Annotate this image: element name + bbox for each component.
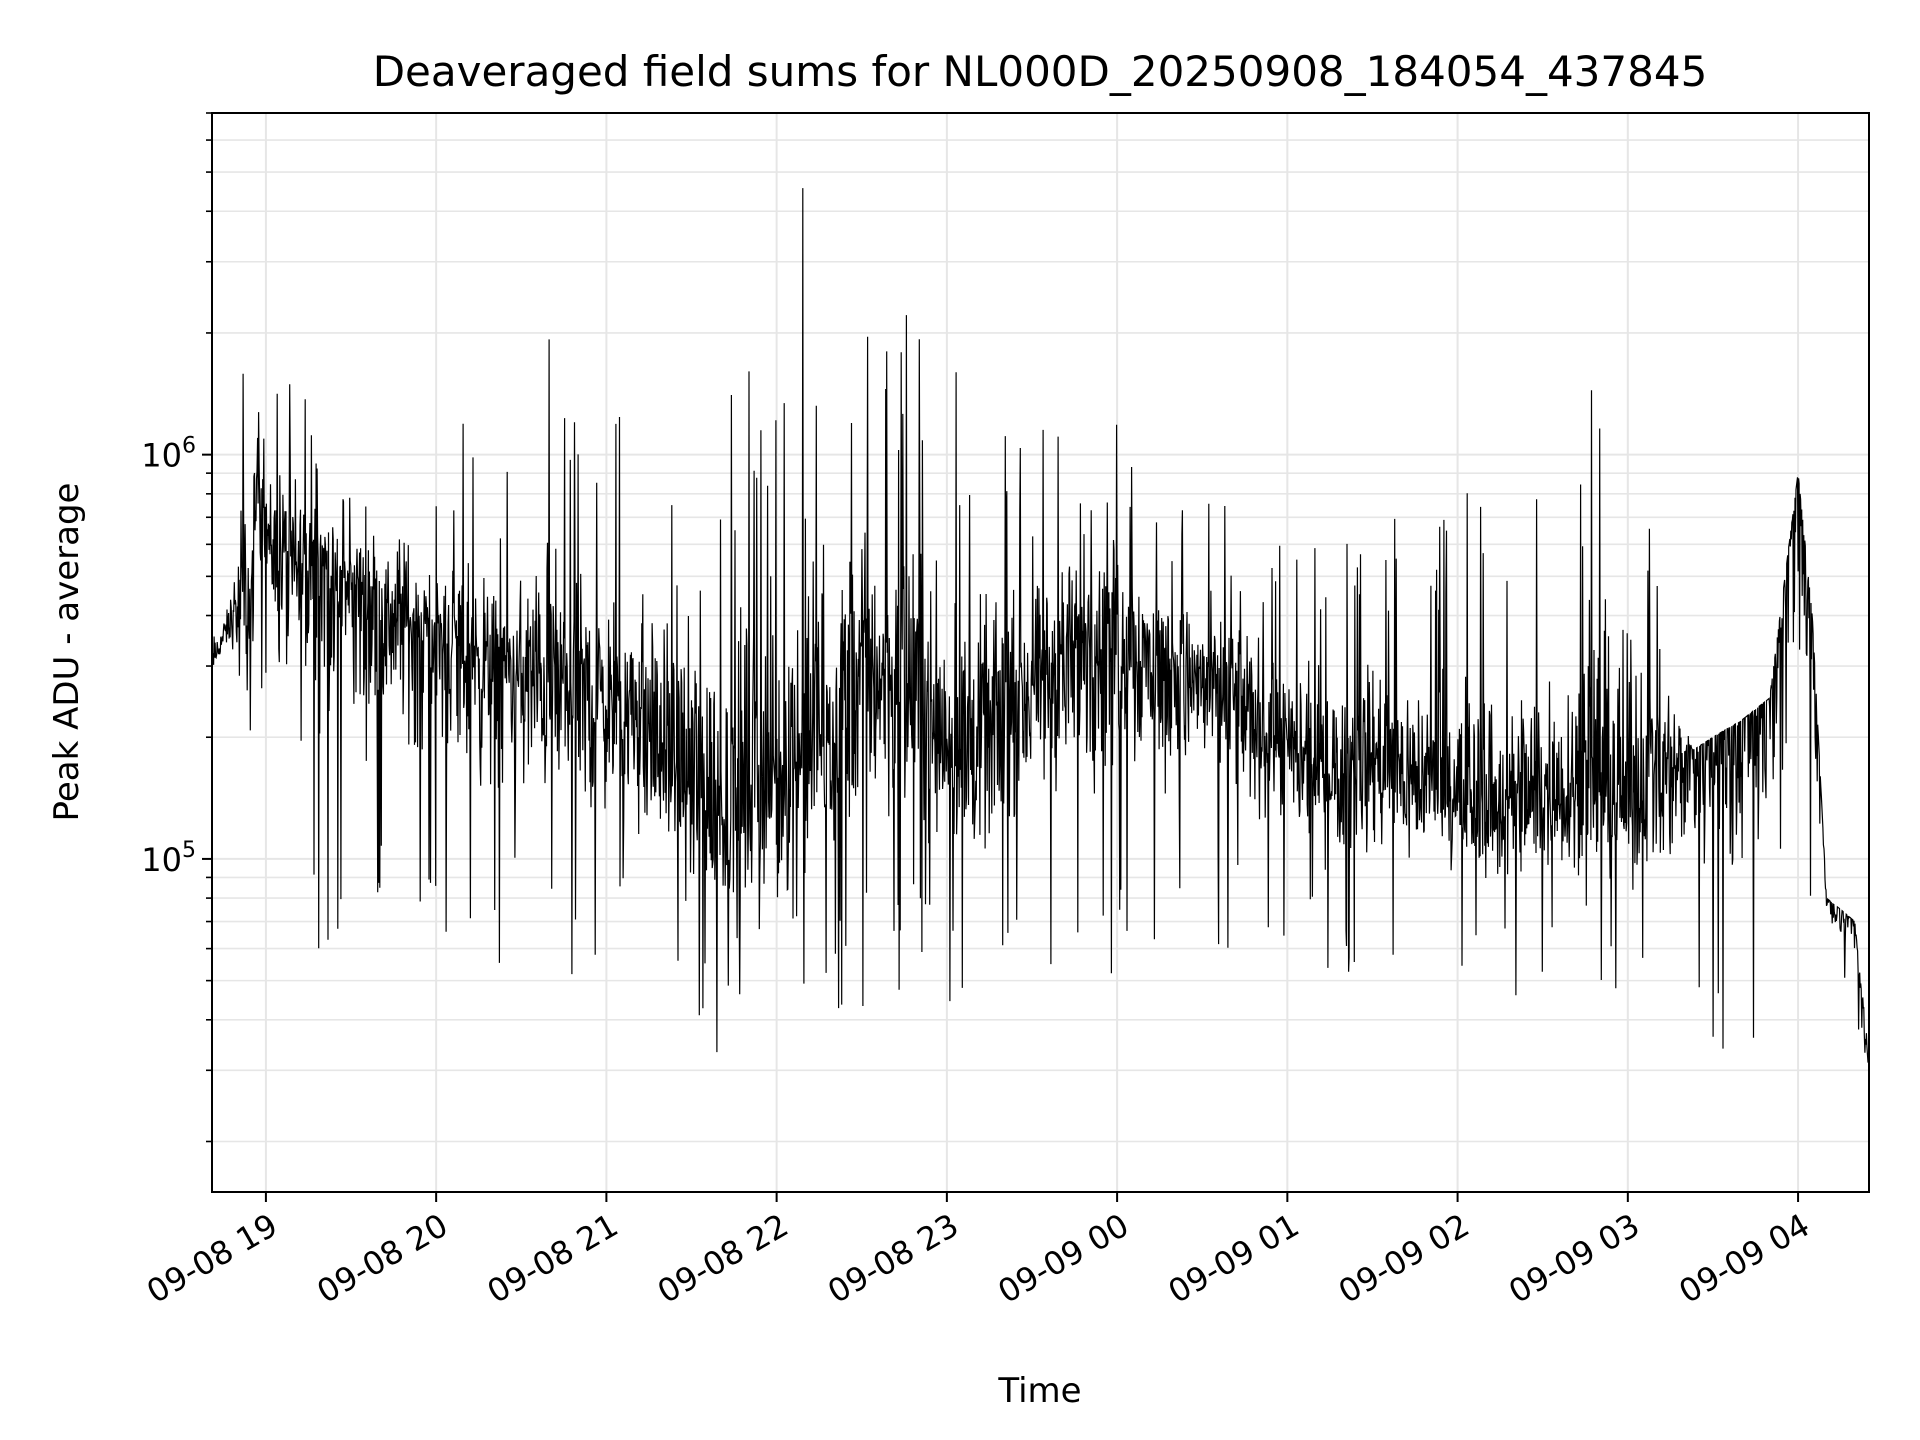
- plot-area: [211, 188, 1870, 1083]
- x-tick-label: 09-08 23: [821, 1206, 965, 1311]
- x-tick-label: 09-08 21: [481, 1206, 625, 1311]
- y-tick-label: 105: [141, 838, 196, 879]
- x-tick-label: 09-08 19: [140, 1206, 284, 1311]
- x-tick-label: 09-09 00: [992, 1206, 1136, 1311]
- x-tick-label: 09-08 20: [311, 1206, 455, 1311]
- chart-title: Deaveraged field sums for NL000D_2025090…: [373, 47, 1708, 96]
- x-tick-label: 09-09 04: [1672, 1206, 1816, 1311]
- x-tick-label: 09-09 02: [1332, 1206, 1476, 1311]
- x-tick-label: 09-08 22: [651, 1206, 795, 1311]
- x-axis: 09-08 19 09-08 20 09-08 21 09-08 22 09-08 23…: [140, 1192, 1816, 1311]
- data-series-line: [211, 188, 1870, 1083]
- x-axis-title: Time: [997, 1371, 1081, 1411]
- x-tick-label: 09-09 01: [1162, 1206, 1306, 1311]
- y-axis: 105 106: [141, 112, 212, 1143]
- plot-frame: [211, 112, 1870, 1193]
- x-tick-label: 09-09 03: [1502, 1206, 1646, 1311]
- y-tick-label: 106: [141, 434, 196, 475]
- y-axis-title: Peak ADU - average: [47, 483, 87, 822]
